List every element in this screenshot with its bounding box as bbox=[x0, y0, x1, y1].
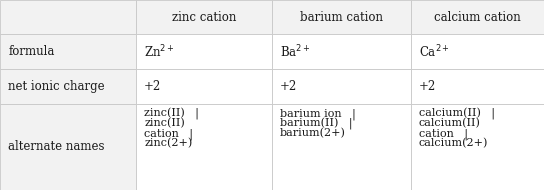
Bar bbox=[272, 69, 411, 104]
Text: zinc cation: zinc cation bbox=[172, 11, 236, 24]
Text: +2: +2 bbox=[144, 80, 162, 93]
Bar bbox=[136, 34, 272, 69]
Text: alternate names: alternate names bbox=[8, 140, 104, 153]
Text: Ba$^{2+}$: Ba$^{2+}$ bbox=[280, 44, 311, 60]
Text: barium cation: barium cation bbox=[300, 11, 383, 24]
Text: calcium cation: calcium cation bbox=[434, 11, 521, 24]
Text: calcium(II): calcium(II) bbox=[419, 118, 481, 128]
Text: barium(II)   |: barium(II) | bbox=[280, 118, 353, 130]
Text: cation   |: cation | bbox=[419, 128, 468, 140]
Text: calcium(II)   |: calcium(II) | bbox=[419, 108, 495, 120]
Text: barium ion   |: barium ion | bbox=[280, 108, 356, 120]
Text: net ionic charge: net ionic charge bbox=[8, 80, 105, 93]
Text: barium(2+): barium(2+) bbox=[280, 128, 346, 138]
Text: cation   |: cation | bbox=[144, 128, 193, 140]
Bar bbox=[272, 104, 411, 190]
Bar bbox=[411, 34, 544, 69]
Text: zinc(2+): zinc(2+) bbox=[144, 138, 193, 148]
Text: Zn$^{2+}$: Zn$^{2+}$ bbox=[144, 44, 175, 60]
Bar bbox=[136, 0, 272, 34]
Text: formula: formula bbox=[8, 45, 54, 58]
Bar bbox=[272, 0, 411, 34]
Bar bbox=[411, 69, 544, 104]
Text: +2: +2 bbox=[280, 80, 298, 93]
Text: zinc(II)   |: zinc(II) | bbox=[144, 108, 199, 120]
Text: Ca$^{2+}$: Ca$^{2+}$ bbox=[419, 44, 450, 60]
Bar bbox=[0, 69, 136, 104]
Bar bbox=[272, 34, 411, 69]
Bar bbox=[136, 104, 272, 190]
Bar bbox=[411, 0, 544, 34]
Text: calcium(2+): calcium(2+) bbox=[419, 138, 489, 148]
Bar bbox=[136, 69, 272, 104]
Bar bbox=[0, 104, 136, 190]
Text: zinc(II): zinc(II) bbox=[144, 118, 185, 128]
Text: +2: +2 bbox=[419, 80, 436, 93]
Bar bbox=[0, 0, 136, 34]
Bar bbox=[411, 104, 544, 190]
Bar bbox=[0, 34, 136, 69]
